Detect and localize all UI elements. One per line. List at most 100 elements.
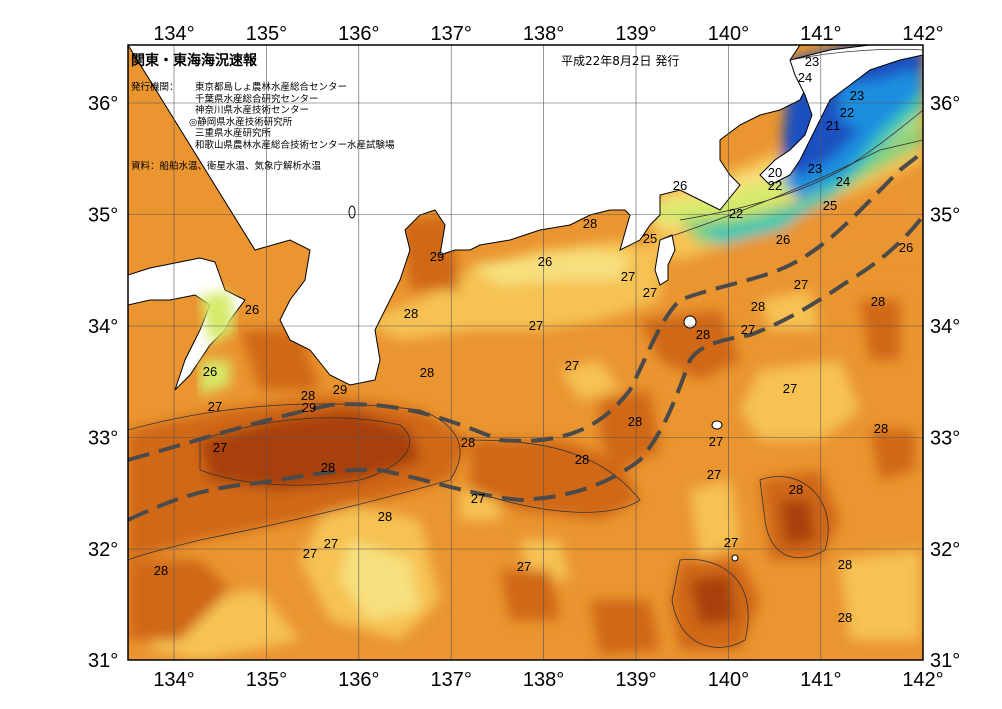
map-frame	[127, 44, 924, 661]
latitude-label: 31°	[88, 650, 118, 672]
latitude-label: 35°	[88, 205, 118, 227]
longitude-label: 137°	[431, 669, 472, 691]
isotherm-label: 27	[794, 277, 808, 292]
isotherm-label: 23	[805, 54, 819, 69]
isotherm-label: 27	[529, 318, 543, 333]
longitude-label: 134°	[153, 23, 194, 45]
isotherm-label: 27	[324, 536, 338, 551]
isotherm-label: 22	[840, 105, 854, 120]
isotherm-label: 27	[303, 546, 317, 561]
isotherm-label: 27	[517, 559, 531, 574]
latitude-label: 33°	[88, 428, 118, 450]
latitude-label: 34°	[930, 316, 960, 338]
latitude-label: 35°	[930, 205, 960, 227]
longitude-label: 135°	[246, 669, 287, 691]
isotherm-label: 28	[420, 365, 434, 380]
longitude-label: 141°	[800, 23, 841, 45]
latitude-label: 36°	[930, 93, 960, 115]
data-sources: 資料：船舶水温、衛星水温、気象庁解析水温	[131, 161, 322, 172]
isotherm-label: 27	[724, 535, 738, 550]
isotherm-label: 29	[302, 400, 316, 415]
agency-item: 三重県水産研究所	[195, 128, 272, 139]
isotherm-label: 28	[751, 299, 765, 314]
isotherm-label: 28	[696, 327, 710, 342]
longitude-label: 139°	[615, 23, 656, 45]
isotherm-label: 28	[575, 452, 589, 467]
longitude-label: 140°	[708, 669, 749, 691]
isotherm-label: 24	[798, 70, 812, 85]
latitude-label: 32°	[930, 539, 960, 561]
isotherm-label: 25	[823, 198, 837, 213]
longitude-label: 138°	[523, 23, 564, 45]
issue-date: 平成22年8月2日 発行	[561, 54, 680, 68]
agency-item: 東京都島しょ農林水産総合センター	[195, 82, 348, 93]
isotherm-label: 22	[729, 206, 743, 221]
longitude-label: 136°	[338, 669, 379, 691]
isotherm-label: 27	[208, 399, 222, 414]
kuroshio-axis-south	[128, 214, 923, 522]
kuroshio-axis-north	[128, 150, 923, 462]
longitude-label: 142°	[902, 23, 943, 45]
isotherm-label: 23	[850, 88, 864, 103]
isotherm-label: 28	[628, 414, 642, 429]
isotherm-label: 20	[768, 165, 782, 180]
latitude-label: 34°	[88, 316, 118, 338]
latitude-label: 32°	[88, 539, 118, 561]
isotherm-label: 21	[826, 118, 840, 133]
latitude-label: 36°	[88, 93, 118, 115]
agency-item: ◎静岡県水産技術研究所	[189, 116, 293, 128]
isotherm-label: 28	[461, 435, 475, 450]
isotherm-label: 28	[154, 563, 168, 578]
isotherm-label: 27	[621, 269, 635, 284]
isotherm-label: 28	[838, 610, 852, 625]
longitude-label: 137°	[431, 23, 472, 45]
isotherm-label: 28	[321, 460, 335, 475]
latitude-label: 33°	[930, 428, 960, 450]
isotherm-label: 29	[430, 249, 444, 264]
isotherm-label: 27	[471, 491, 485, 506]
isotherm-label: 27	[707, 467, 721, 482]
longitude-label: 138°	[523, 669, 564, 691]
isotherm-label: 27	[565, 358, 579, 373]
isotherm-label: 28	[789, 482, 803, 497]
isotherm-label: 26	[538, 254, 552, 269]
isotherm-label: 27	[709, 434, 723, 449]
isotherm-label: 24	[836, 174, 850, 189]
longitude-label: 140°	[708, 23, 749, 45]
isotherm-label: 27	[213, 440, 227, 455]
longitude-label: 141°	[800, 669, 841, 691]
isotherm-lines	[128, 48, 923, 648]
agency-item: 千葉県水産総合研究センター	[195, 93, 319, 105]
agency-item: 神奈川県水産技術センター	[195, 105, 310, 116]
isotherm-label: 27	[783, 381, 797, 396]
isotherm-labels: 2324232221202223242526262826252226272827…	[154, 54, 913, 625]
longitude-label: 142°	[902, 669, 943, 691]
isotherm-label: 29	[333, 382, 347, 397]
latitude-label: 31°	[930, 650, 960, 672]
isotherm-label: 26	[776, 232, 790, 247]
isotherm-label: 23	[808, 161, 822, 176]
longitude-label: 139°	[615, 669, 656, 691]
isotherm-label: 25	[643, 231, 657, 246]
longitude-label: 136°	[338, 23, 379, 45]
isotherm-label: 28	[378, 509, 392, 524]
isotherm-label: 28	[583, 216, 597, 231]
agency-item: 和歌山県農林水産総合技術センター水産試験場	[195, 139, 395, 151]
isotherm-label: 28	[871, 294, 885, 309]
longitude-label: 134°	[153, 669, 194, 691]
longitude-label: 135°	[246, 23, 287, 45]
graticule	[128, 45, 923, 660]
agency-list: 発行機関： 東京都島しょ農林水産総合センター 千葉県水産総合研究センター 神奈川県…	[131, 82, 395, 151]
sst-field	[128, 45, 923, 660]
isotherm-label: 22	[768, 178, 782, 193]
chart-title: 関東・東海海況速報	[131, 53, 257, 69]
isotherm-label: 27	[741, 322, 755, 337]
isotherm-label: 26	[245, 302, 259, 317]
isotherm-label: 26	[673, 178, 687, 193]
isotherm-label: 28	[874, 421, 888, 436]
isotherm-label: 26	[203, 364, 217, 379]
isotherm-label: 27	[643, 285, 657, 300]
kuroshio-axis	[128, 150, 923, 522]
agency-label: 発行機関：	[131, 82, 179, 93]
